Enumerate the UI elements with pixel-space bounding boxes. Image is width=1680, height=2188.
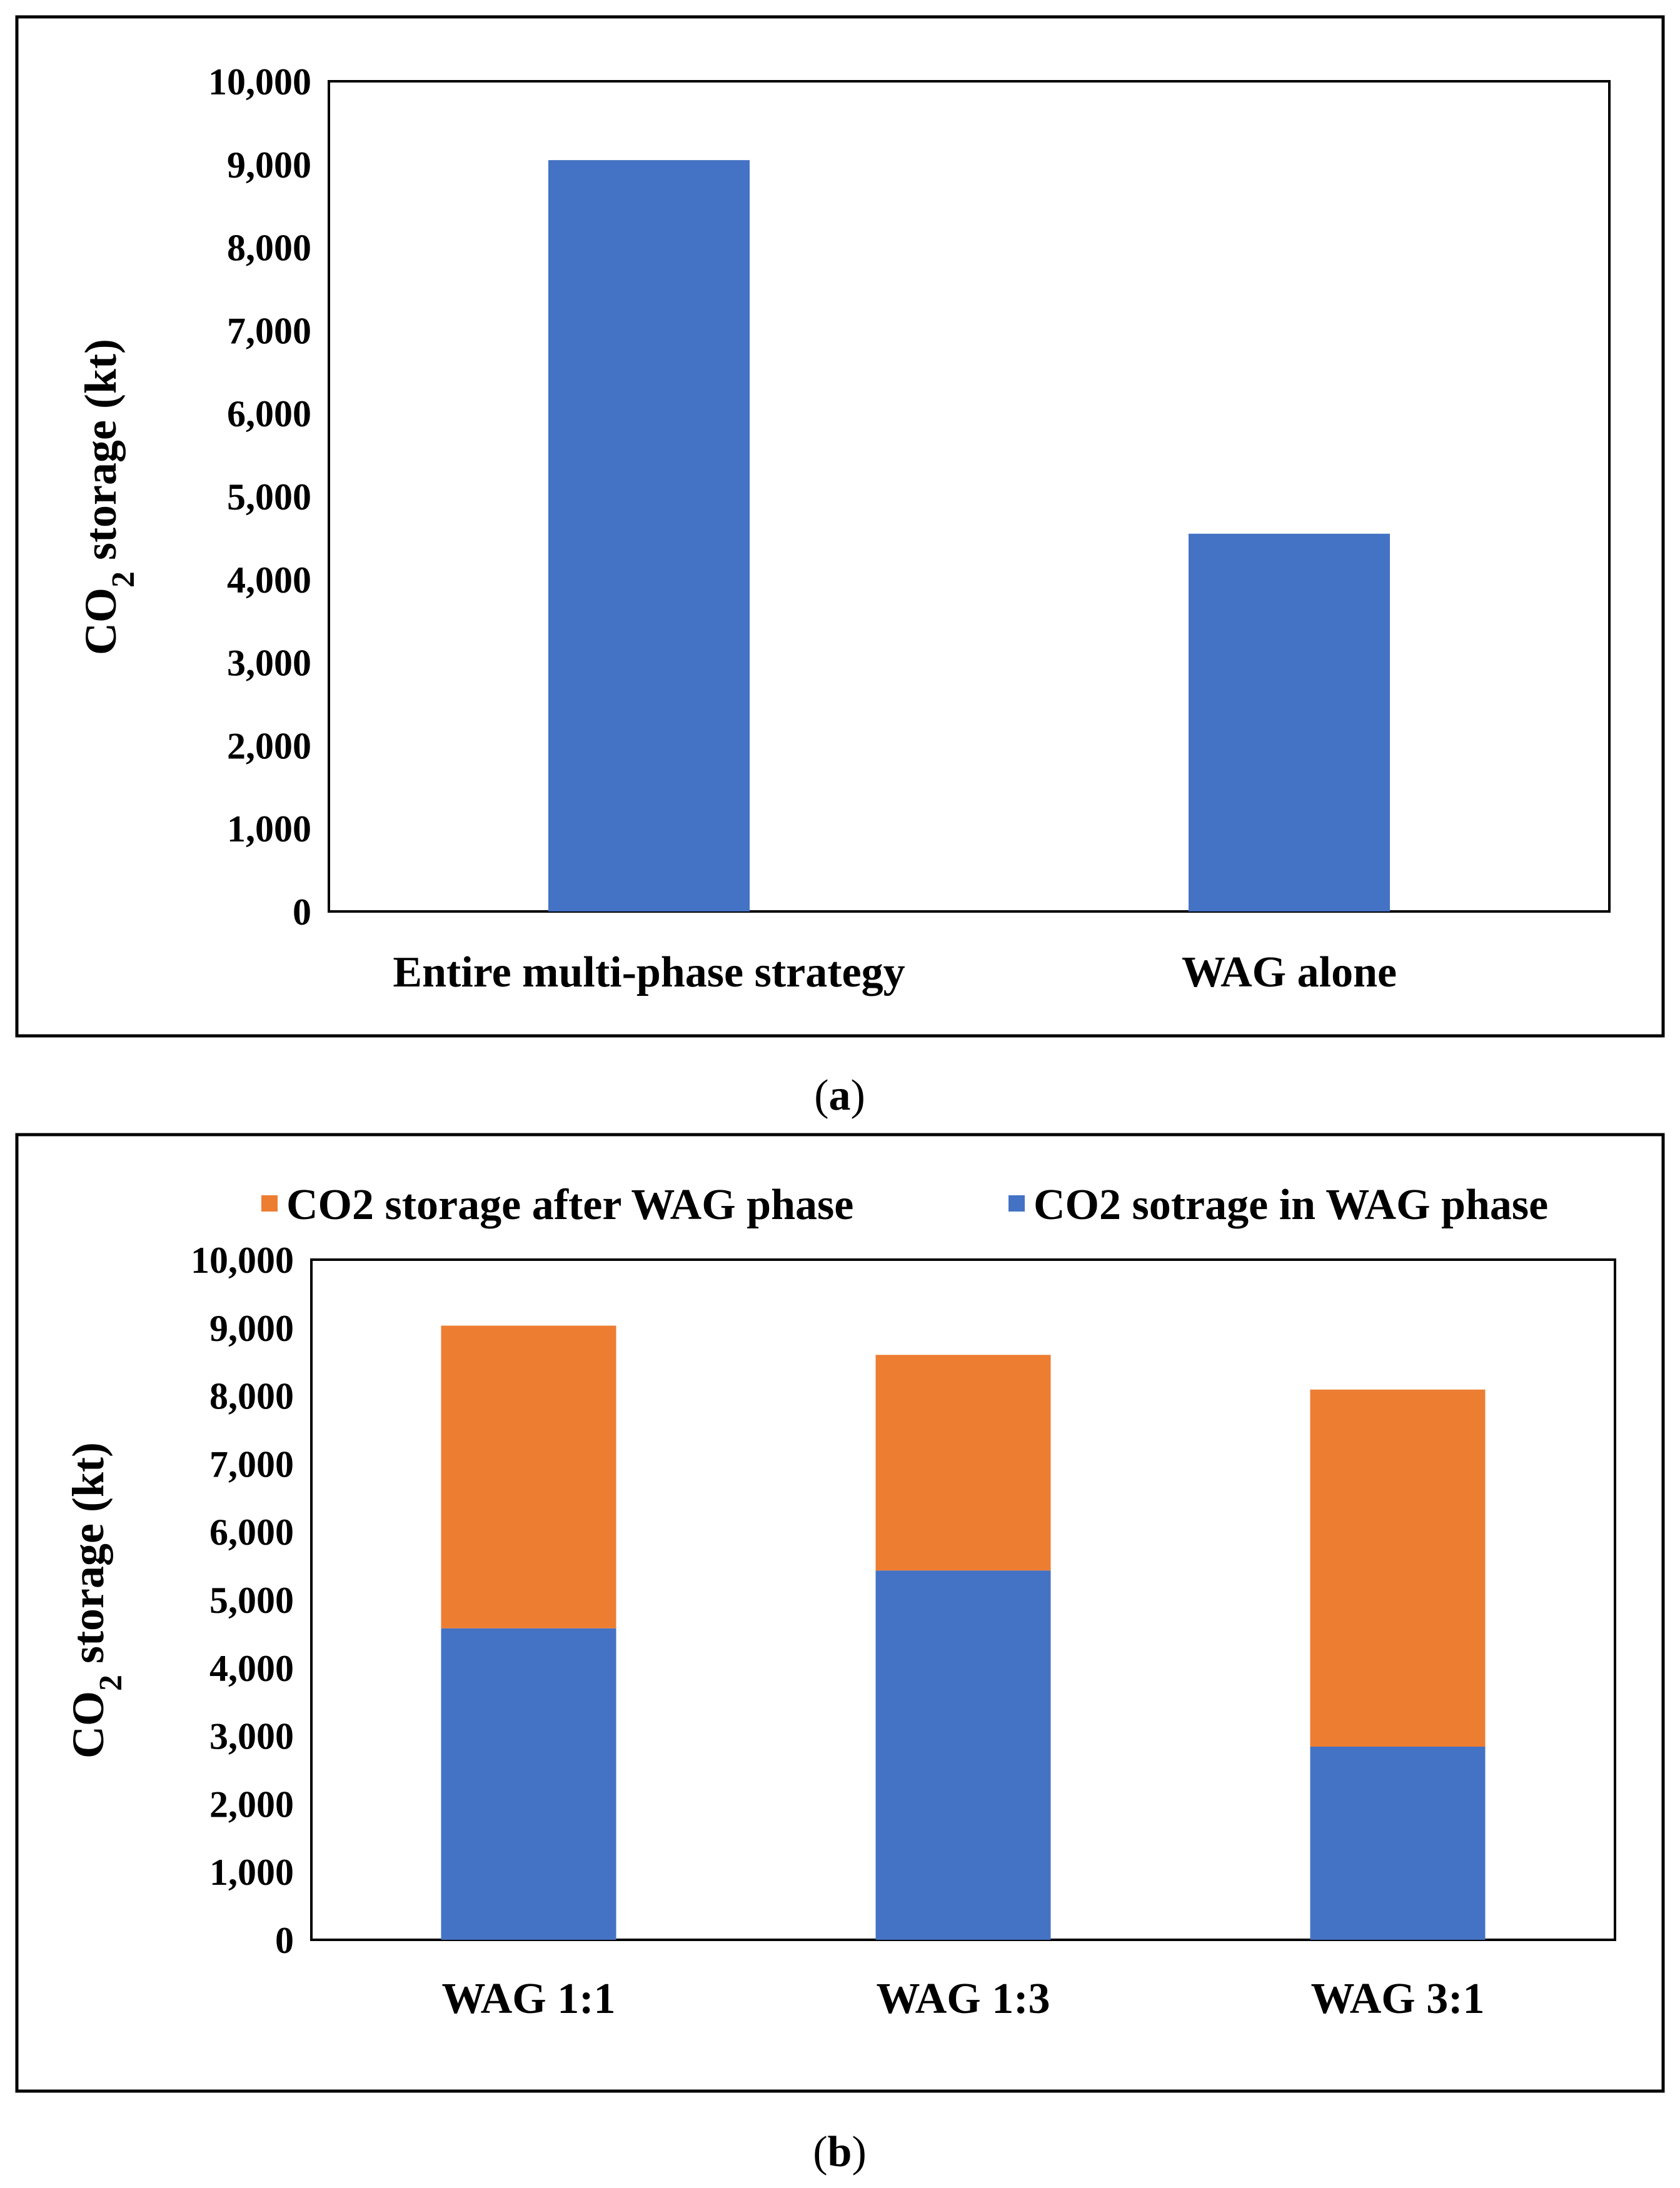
panel-b-bar-segment bbox=[875, 1355, 1051, 1571]
panel-b-caption-close: ) bbox=[852, 2128, 866, 2176]
panel-b-y-axis-label-sub: 2 bbox=[93, 1675, 129, 1691]
panel-b-y-axis-label: CO2 storage (kt) bbox=[63, 1442, 129, 1759]
panel-b-bar-segment bbox=[1310, 1747, 1486, 1940]
panel-a-y-tick-labels: 0 1,000 2,000 3,000 4,000 5,000 6,000 7,000 8,00… bbox=[208, 61, 311, 933]
panel-a: 0 1,000 2,000 3,000 4,000 5,000 6,000 7,000 8,00… bbox=[15, 15, 1665, 1120]
panel-b-y-axis-label-main: CO bbox=[63, 1691, 113, 1759]
panel-a-y-tick-label: 4,000 bbox=[227, 560, 311, 601]
panel-a-y-tick-label: 2,000 bbox=[227, 725, 311, 766]
panel-b-bar-segment bbox=[441, 1628, 616, 1940]
panel-a-category-label: Entire multi-phase strategy bbox=[393, 948, 905, 996]
panel-b-legend-label: CO2 storage after WAG phase bbox=[286, 1181, 853, 1229]
panel-a-caption: (a) bbox=[814, 1071, 865, 1120]
panel-b-legend-swatch bbox=[261, 1195, 278, 1212]
panel-a-y-tick-label: 0 bbox=[293, 891, 311, 933]
panel-b-y-tick-label: 4,000 bbox=[209, 1648, 294, 1689]
panel-a-y-tick-label: 7,000 bbox=[227, 310, 311, 351]
panel-b-y-tick-labels: 0 1,000 2,000 3,000 4,000 5,000 6,000 7,000 8,00… bbox=[191, 1240, 294, 1961]
panel-a-y-axis-label-sub: 2 bbox=[106, 571, 141, 588]
panel-b-bar-segment bbox=[441, 1325, 616, 1628]
panel-a-y-tick-label: 9,000 bbox=[227, 144, 311, 186]
panel-b: CO2 storage after WAG phase CO2 sotrage i… bbox=[15, 1133, 1665, 2176]
panel-a-category-labels: Entire multi-phase strategy WAG alone bbox=[393, 948, 1397, 996]
panel-a-y-axis-label-main: CO bbox=[76, 588, 126, 655]
panel-b-legend-swatch bbox=[1009, 1195, 1025, 1212]
panel-a-y-axis-label-rest: storage (kt) bbox=[76, 339, 126, 571]
panel-b-bar-segment bbox=[875, 1570, 1051, 1940]
panel-b-y-tick-label: 6,000 bbox=[209, 1512, 294, 1553]
panel-b-category-label: WAG 1:3 bbox=[876, 1975, 1050, 2023]
panel-a-y-tick-label: 10,000 bbox=[208, 61, 311, 103]
panel-b-y-tick-label: 3,000 bbox=[209, 1716, 294, 1757]
panel-b-legend-label: CO2 sotrage in WAG phase bbox=[1034, 1181, 1548, 1229]
panel-b-category-label: WAG 3:1 bbox=[1310, 1975, 1484, 2023]
panel-a-bars bbox=[548, 160, 1390, 911]
panel-b-legend-item: CO2 storage after WAG phase bbox=[261, 1181, 853, 1229]
panel-b-y-tick-label: 8,000 bbox=[209, 1376, 294, 1417]
panel-a-frame bbox=[15, 15, 1665, 1038]
panel-b-caption-letter: b bbox=[828, 2128, 852, 2176]
panel-a-caption-open: ( bbox=[814, 1071, 828, 1120]
panel-a-y-tick-label: 6,000 bbox=[227, 393, 311, 434]
panel-b-y-tick-label: 5,000 bbox=[209, 1580, 294, 1621]
panel-b-frame bbox=[15, 1133, 1665, 2093]
panel-b-category-label: WAG 1:1 bbox=[441, 1975, 615, 2023]
panel-b-y-tick-label: 1,000 bbox=[209, 1852, 294, 1893]
panel-b-y-tick-label: 2,000 bbox=[209, 1784, 294, 1825]
panel-b-bar-segment bbox=[1310, 1389, 1486, 1747]
panel-b-y-tick-label: 7,000 bbox=[209, 1443, 294, 1485]
panel-b-bars bbox=[441, 1325, 1486, 1940]
panel-b-y-axis-label-rest: storage (kt) bbox=[63, 1442, 113, 1675]
panel-b-category-labels: WAG 1:1 WAG 1:3 WAG 3:1 bbox=[441, 1975, 1484, 2023]
panel-b-legend-item: CO2 sotrage in WAG phase bbox=[1009, 1181, 1548, 1229]
panel-a-y-tick-label: 1,000 bbox=[227, 808, 311, 850]
panel-a-y-tick-label: 8,000 bbox=[227, 228, 311, 269]
panel-a-caption-close: ) bbox=[851, 1071, 865, 1120]
panel-b-y-tick-label: 10,000 bbox=[191, 1240, 294, 1281]
panel-b-caption-open: ( bbox=[813, 2128, 827, 2176]
panel-a-bar bbox=[1189, 533, 1390, 911]
panel-a-y-tick-label: 5,000 bbox=[227, 476, 311, 518]
panel-a-y-tick-label: 3,000 bbox=[227, 643, 311, 684]
panel-b-caption: (b) bbox=[813, 2128, 867, 2176]
panel-a-caption-letter: a bbox=[829, 1071, 851, 1120]
panel-a-y-axis-label: CO2 storage (kt) bbox=[76, 339, 141, 655]
panel-b-legend: CO2 storage after WAG phase CO2 sotrage i… bbox=[261, 1181, 1548, 1229]
panel-a-plot-area bbox=[328, 80, 1611, 913]
panel-b-y-tick-label: 9,000 bbox=[209, 1308, 294, 1349]
panel-a-category-label: WAG alone bbox=[1182, 948, 1397, 996]
panel-b-y-tick-label: 0 bbox=[275, 1920, 294, 1961]
panel-a-bar bbox=[548, 160, 750, 911]
